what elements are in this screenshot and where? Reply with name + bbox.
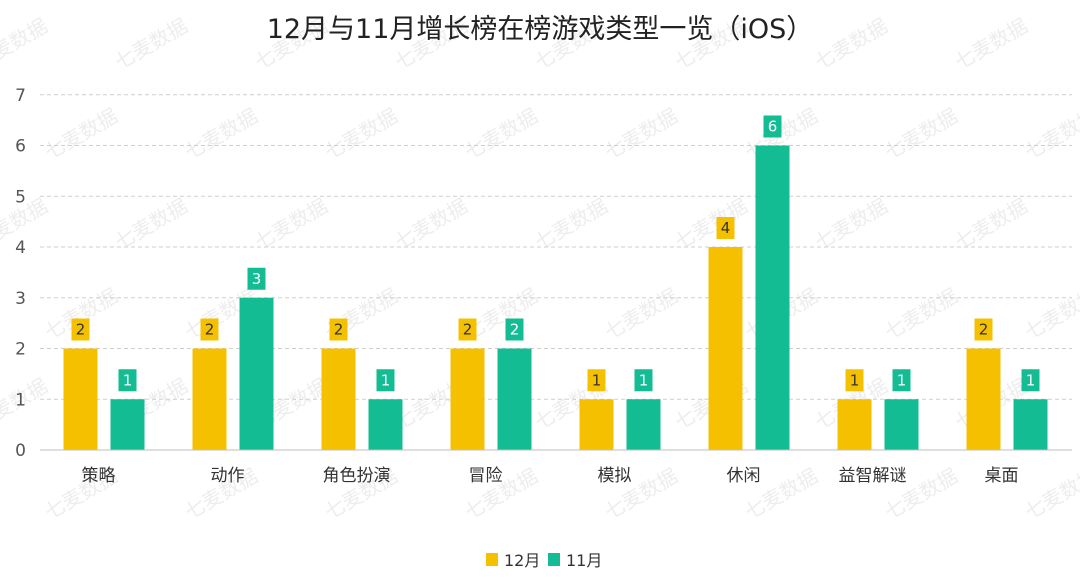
y-tick-label: 7 bbox=[15, 86, 26, 106]
data-label-box bbox=[200, 318, 219, 341]
data-label: 1 bbox=[897, 371, 907, 389]
data-label: 1 bbox=[850, 371, 860, 389]
data-label: 1 bbox=[1026, 371, 1036, 389]
data-label: 1 bbox=[123, 371, 133, 389]
watermark-text: 七麦数据 bbox=[1021, 104, 1080, 165]
data-label: 2 bbox=[334, 321, 344, 339]
chart-title: 12月与11月增长榜在榜游戏类型一览（iOS） bbox=[267, 14, 814, 45]
y-tick-label: 0 bbox=[15, 441, 26, 461]
data-label-box bbox=[329, 318, 348, 341]
data-label-box bbox=[1021, 369, 1040, 392]
x-tick-label: 益智解谜 bbox=[839, 466, 907, 486]
watermark-text: 七麦数据 bbox=[881, 104, 962, 165]
data-label: 2 bbox=[205, 321, 215, 339]
watermark-text: 七麦数据 bbox=[391, 194, 472, 255]
watermark-text: 七麦数据 bbox=[951, 14, 1032, 75]
legend-swatch bbox=[548, 553, 560, 566]
bar bbox=[626, 399, 661, 450]
data-label: 1 bbox=[381, 371, 391, 389]
x-tick-label: 冒险 bbox=[469, 466, 503, 486]
data-label: 6 bbox=[768, 118, 778, 136]
data-label-box bbox=[505, 318, 524, 341]
bar bbox=[450, 348, 485, 450]
watermark-text: 七麦数据 bbox=[181, 104, 262, 165]
bar bbox=[192, 348, 227, 450]
watermark-text: 七麦数据 bbox=[41, 104, 122, 165]
data-label-box bbox=[118, 369, 137, 392]
watermark-text: 七麦数据 bbox=[601, 104, 682, 165]
watermark-text: 七麦数据 bbox=[321, 104, 402, 165]
watermark-text: 七麦数据 bbox=[1021, 284, 1080, 345]
bar bbox=[884, 399, 919, 450]
bars-layer bbox=[63, 145, 1048, 450]
y-tick-label: 2 bbox=[15, 340, 26, 360]
data-label-box bbox=[587, 369, 606, 392]
x-tick-label: 休闲 bbox=[727, 466, 761, 486]
bar bbox=[368, 399, 403, 450]
bar bbox=[966, 348, 1001, 450]
x-tick-label: 动作 bbox=[211, 466, 245, 486]
watermark-text: 七麦数据 bbox=[0, 14, 52, 75]
legend-label: 12月 bbox=[504, 551, 540, 570]
data-label: 2 bbox=[979, 321, 989, 339]
watermark-text: 七麦数据 bbox=[111, 194, 192, 255]
watermark-text: 七麦数据 bbox=[1021, 464, 1080, 525]
data-label-box bbox=[376, 369, 395, 392]
data-label-box bbox=[763, 115, 782, 138]
x-tick-label: 策略 bbox=[82, 466, 116, 486]
data-label: 2 bbox=[76, 321, 86, 339]
data-label: 1 bbox=[639, 371, 649, 389]
data-label-box bbox=[974, 318, 993, 341]
watermark-text: 七麦数据 bbox=[601, 284, 682, 345]
x-tick-label: 模拟 bbox=[598, 466, 632, 486]
y-tick-label: 3 bbox=[15, 289, 26, 309]
bar bbox=[63, 348, 98, 450]
data-label: 1 bbox=[592, 371, 602, 389]
y-tick-label: 6 bbox=[15, 137, 26, 157]
bar bbox=[579, 399, 614, 450]
data-label: 2 bbox=[463, 321, 473, 339]
watermark-text: 七麦数据 bbox=[811, 14, 892, 75]
watermark-text: 七麦数据 bbox=[951, 194, 1032, 255]
watermark-text: 七麦数据 bbox=[251, 194, 332, 255]
bar bbox=[110, 399, 145, 450]
bar bbox=[497, 348, 532, 450]
watermark-text: 七麦数据 bbox=[811, 194, 892, 255]
data-label: 4 bbox=[721, 219, 731, 237]
data-labels-layer: 2 1 2 3 2 1 2 2 1 1 4 6 1 1 2 1 bbox=[71, 115, 1040, 392]
legend-label: 11月 bbox=[566, 551, 602, 570]
watermark-text: 七麦数据 bbox=[881, 284, 962, 345]
y-tick-label: 1 bbox=[15, 390, 26, 410]
data-label-box bbox=[71, 318, 90, 341]
watermark-text: 七麦数据 bbox=[531, 194, 612, 255]
data-label: 2 bbox=[510, 321, 520, 339]
data-label-box bbox=[845, 369, 864, 392]
axis-layer: 0 1 2 3 4 5 6 7 策略 动作 角色扮演 冒险 模拟 休闲 益智解谜 桌面 bbox=[15, 86, 1072, 486]
watermark-text: 七麦数据 bbox=[111, 14, 192, 75]
bar bbox=[755, 145, 790, 450]
data-label-box bbox=[247, 267, 266, 290]
bar bbox=[321, 348, 356, 450]
data-label-box bbox=[634, 369, 653, 392]
y-tick-label: 4 bbox=[15, 238, 26, 258]
data-label-box bbox=[892, 369, 911, 392]
x-tick-label: 桌面 bbox=[985, 466, 1019, 486]
bar bbox=[239, 297, 274, 450]
watermark-text: 七麦数据 bbox=[671, 194, 752, 255]
bar bbox=[837, 399, 872, 450]
x-tick-label: 角色扮演 bbox=[323, 466, 391, 486]
y-tick-label: 5 bbox=[15, 187, 26, 207]
data-label-box bbox=[716, 217, 735, 239]
data-label: 3 bbox=[252, 270, 262, 288]
data-label-box bbox=[458, 318, 477, 341]
bar bbox=[708, 247, 743, 450]
bar bbox=[1013, 399, 1048, 450]
watermark-text: 七麦数据 bbox=[461, 104, 542, 165]
legend-swatch bbox=[486, 553, 498, 566]
legend: 12月 11月 bbox=[486, 551, 602, 570]
